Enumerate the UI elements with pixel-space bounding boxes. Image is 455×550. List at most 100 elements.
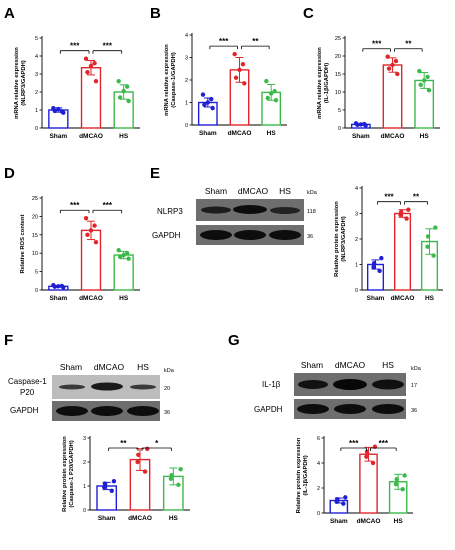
data-point-C-hs-4 [417, 68, 422, 74]
blot-G-lane-hs: HS [382, 360, 394, 370]
blot-E-lane-sham: Sham [205, 186, 227, 196]
y-tick-label-F-1: 1 [83, 484, 86, 490]
data-point-B-sham-1 [202, 102, 207, 107]
blot-E-row2-label: GAPDH [152, 231, 181, 240]
data-point-F-dmcao-3 [145, 446, 150, 451]
blot-G-band-gapdh-dmcao [334, 404, 366, 414]
data-point-G-dmcao-1 [364, 454, 369, 459]
category-label-F-sham: Sham [98, 515, 116, 522]
blot-E-kda-2: 36 [307, 234, 313, 240]
y-axis-label2-G: (IL-1β/GAPDH) [303, 455, 309, 495]
data-point-B-dmcao-4 [232, 51, 237, 57]
y-tick-label-C-4: 20 [335, 54, 341, 60]
y-tick-label-D-0: 0 [35, 288, 38, 294]
data-point-A-dmcao-2 [88, 63, 94, 69]
blot-F-kda-unit: kDa [164, 368, 175, 374]
blot-G-band-gapdh-sham [297, 404, 329, 414]
panel-label-G: G [228, 332, 240, 349]
data-point-C-dmcao-3 [393, 58, 399, 64]
data-point-A-dmcao-1 [85, 70, 90, 75]
data-point-D-hs-0 [126, 256, 131, 261]
data-point-G-sham-2 [335, 497, 340, 502]
y-axis-label-A: mRNA relative expression [14, 47, 20, 119]
data-point-F-dmcao-0 [142, 469, 148, 474]
data-point-G-dmcao-0 [370, 460, 376, 466]
data-point-D-dmcao-4 [83, 216, 89, 221]
data-point-C-hs-1 [418, 82, 423, 88]
sig-label-A-0: *** [70, 42, 80, 51]
bar-D-hs [113, 254, 134, 291]
data-point-D-dmcao-1 [85, 232, 90, 237]
y-tick-label-G-0: 0 [317, 511, 320, 517]
category-label-A-hs: HS [119, 133, 129, 140]
data-point-D-dmcao-3 [92, 223, 97, 228]
blot-F-lane-hs: HS [137, 362, 149, 372]
y-axis-label-B: mRNA relative expression [164, 44, 170, 116]
category-label-B-dmcao: dMCAO [228, 130, 252, 137]
chart-A: 0 1 2 3 4 5 mRNA relative expression (NLRP3/GAP… [14, 36, 140, 140]
chart-G: 0 2 4 6 Relative protein expression (IL-1β/GA… [296, 436, 413, 525]
blot-E-band-nlrp3-sham [201, 206, 231, 214]
data-point-D-sham-4 [51, 283, 56, 288]
chart-B: 0 1 2 3 4 mRNA relative expression (Caspase-1/… [164, 33, 287, 137]
data-point-A-hs-4 [116, 79, 121, 84]
chart-C: 0 5 10 15 20 25 mRNA relative expression (IL-1β… [317, 36, 440, 140]
blot-G-band-il1b-hs [372, 379, 404, 390]
panel-label-C: C [303, 5, 314, 22]
y-tick-label-E-4: 4 [355, 186, 358, 192]
data-point-B-hs-0 [273, 98, 279, 103]
y-tick-label-D-4: 20 [32, 214, 38, 220]
data-point-C-sham-3 [362, 121, 367, 127]
y-tick-label-D-5: 25 [32, 196, 38, 202]
blot-G-kda-1: 17 [411, 383, 417, 389]
panel-label-A: A [4, 5, 15, 22]
blot-F-band-p20-sham [59, 384, 85, 390]
blot-F-kda-2: 36 [164, 410, 170, 416]
y-axis-label-G: Relative protein expression [296, 437, 302, 513]
data-point-B-dmcao-2 [237, 67, 242, 73]
data-point-C-sham-4 [353, 121, 359, 126]
data-point-C-hs-2 [421, 78, 427, 83]
data-point-B-dmcao-3 [240, 62, 246, 67]
y-tick-label-F-0: 0 [83, 508, 86, 514]
y-tick-label-G-2: 4 [317, 461, 320, 467]
y-tick-label-B-1: 1 [185, 101, 188, 107]
blot-G-row2-label: GAPDH [254, 405, 283, 414]
y-tick-label-C-2: 10 [335, 90, 341, 96]
y-tick-label-A-1: 1 [35, 108, 38, 114]
chart-D: 0 5 10 15 20 25 Relative ROS content Sham dMCAO H… [20, 196, 140, 302]
data-point-A-dmcao-3 [92, 61, 97, 66]
y-axis-label2-C: (IL-1β/GAPDH) [324, 63, 330, 103]
data-point-C-dmcao-4 [385, 54, 390, 59]
data-point-F-hs-1 [168, 476, 174, 481]
sig-label-E-0: *** [384, 193, 394, 202]
category-label-A-sham: Sham [49, 133, 67, 140]
blot-G-band-il1b-sham [298, 380, 328, 389]
data-point-A-hs-1 [117, 95, 123, 100]
data-point-C-dmcao-1 [386, 66, 392, 71]
data-point-B-hs-1 [265, 95, 270, 101]
bar-E-dmcao [393, 212, 412, 291]
blot-G: Sham dMCAO HS kDa IL-1β GAPDH 17 36 [254, 360, 422, 419]
y-tick-label-E-1: 1 [355, 263, 358, 269]
blot-E-band-nlrp3-dmcao [233, 205, 267, 214]
data-point-B-dmcao-0 [242, 81, 247, 86]
sig-label-F-1: * [155, 439, 159, 448]
panel-label-F: F [4, 332, 13, 349]
blot-G-lane-sham: Sham [301, 360, 323, 370]
y-tick-label-D-1: 5 [35, 270, 38, 276]
category-label-C-hs: HS [420, 133, 430, 140]
blot-F-kda-1: 20 [164, 386, 170, 392]
blot-F: Sham dMCAO HS kDa Caspase-1 P20 GAPDH 20… [8, 362, 175, 421]
data-point-D-hs-3 [125, 251, 130, 256]
data-point-B-hs-3 [272, 89, 277, 94]
data-point-C-hs-3 [425, 74, 430, 80]
y-tick-label-E-2: 2 [355, 237, 358, 243]
blot-G-kda-unit: kDa [411, 366, 422, 372]
blot-E-band-gapdh-dmcao [234, 230, 266, 240]
y-tick-label-B-3: 3 [185, 56, 188, 62]
category-label-C-dmcao: dMCAO [381, 133, 405, 140]
category-label-D-sham: Sham [49, 295, 67, 302]
blot-E-band-gapdh-sham [200, 230, 232, 240]
data-point-F-sham-0 [109, 488, 114, 493]
